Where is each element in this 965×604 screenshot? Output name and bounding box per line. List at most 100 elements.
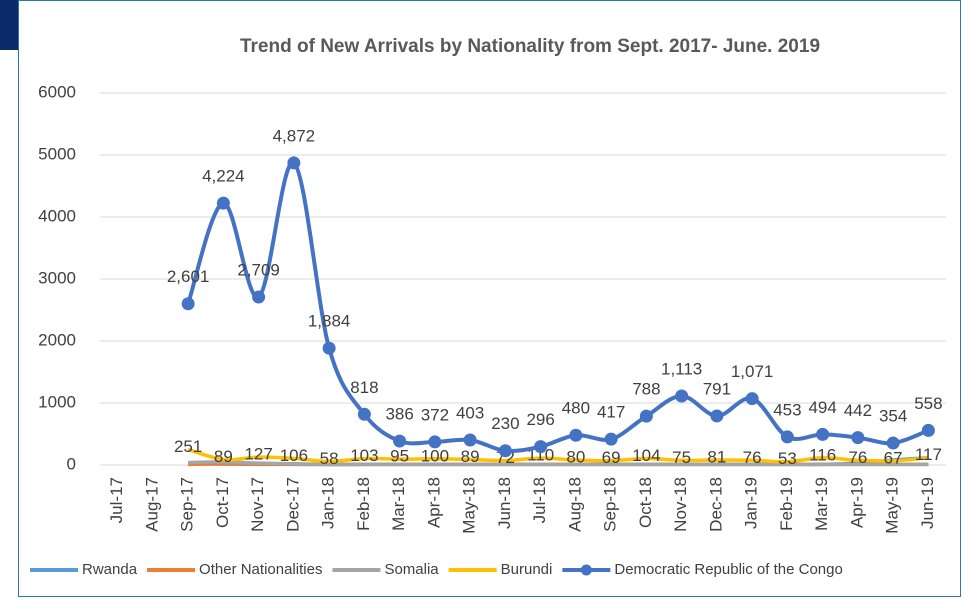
data-label: 386 <box>385 405 413 424</box>
data-label: 494 <box>808 398 836 417</box>
x-tick-label: Dec-18 <box>706 477 725 532</box>
y-tick-label: 5000 <box>38 144 76 163</box>
data-point <box>745 392 759 406</box>
data-label: 80 <box>566 448 585 467</box>
legend-label: Other Nationalities <box>199 561 322 578</box>
data-point <box>710 409 724 423</box>
data-point <box>604 432 618 446</box>
y-tick-label: 4000 <box>38 206 76 225</box>
x-tick-label: Jun-19 <box>918 477 937 529</box>
data-label: 106 <box>280 446 308 465</box>
data-label: 58 <box>320 449 339 468</box>
data-label: 1,113 <box>661 359 702 378</box>
data-label: 1,884 <box>308 312 351 331</box>
legend-label: Burundi <box>501 561 553 578</box>
x-tick-label: May-19 <box>883 477 902 534</box>
data-label: 788 <box>632 380 660 399</box>
data-label: 69 <box>602 448 621 467</box>
x-tick-label: Jul-17 <box>107 477 126 523</box>
data-label: 2,709 <box>237 261 280 280</box>
x-tick-label: Mar-19 <box>812 477 831 531</box>
data-point <box>287 156 301 170</box>
data-label: 4,224 <box>202 167 245 186</box>
x-tick-label: Sep-18 <box>601 477 620 532</box>
data-label: 100 <box>421 446 449 465</box>
x-tick-label: Sep-17 <box>178 477 197 532</box>
legend-marker <box>580 564 592 576</box>
data-label: 417 <box>597 403 625 422</box>
data-point <box>534 440 548 454</box>
series-line <box>188 460 929 467</box>
x-tick-label: May-18 <box>460 477 479 534</box>
series-line <box>187 447 929 464</box>
chart-title: Trend of New Arrivals by Nationality fro… <box>240 36 820 57</box>
data-point <box>216 196 230 210</box>
data-point <box>322 341 336 355</box>
data-label: 1,071 <box>731 362 774 381</box>
data-label: 75 <box>672 448 691 467</box>
x-tick-label: Oct-17 <box>213 477 232 528</box>
x-tick-label: Apr-18 <box>424 477 443 528</box>
legend-label: Somalia <box>384 561 439 578</box>
x-tick-label: Aug-18 <box>565 477 584 532</box>
data-label: 230 <box>491 414 519 433</box>
data-label: 558 <box>914 394 942 413</box>
data-point <box>252 290 266 304</box>
x-tick-label: Aug-17 <box>142 477 161 532</box>
chart-frame <box>18 0 961 597</box>
data-label: 81 <box>707 447 726 466</box>
data-label: 103 <box>350 446 378 465</box>
data-point <box>393 434 407 448</box>
data-point <box>498 444 512 458</box>
data-point <box>816 427 830 441</box>
data-label: 89 <box>461 447 480 466</box>
legend-label: Rwanda <box>82 561 138 578</box>
data-label: 116 <box>809 445 836 464</box>
data-point <box>463 433 477 447</box>
y-tick-label: 6000 <box>38 82 76 101</box>
data-point <box>851 431 865 445</box>
x-tick-label: Jul-18 <box>530 477 549 523</box>
x-tick-label: Feb-19 <box>777 477 796 531</box>
y-tick-label: 2000 <box>38 330 76 349</box>
legend-label: Democratic Republic of the Congo <box>614 561 842 578</box>
data-label: 95 <box>390 447 409 466</box>
x-tick-label: Mar-18 <box>389 477 408 531</box>
y-tick-label: 1000 <box>38 392 76 411</box>
data-label: 4,872 <box>273 126 316 145</box>
data-label: 354 <box>879 407 907 426</box>
data-label: 89 <box>214 447 233 466</box>
data-point <box>780 430 794 444</box>
data-label: 104 <box>632 446 660 465</box>
corner-block <box>0 0 18 50</box>
data-point <box>428 435 442 449</box>
x-tick-label: Jan-19 <box>742 477 761 529</box>
x-tick-label: Jan-18 <box>319 477 338 529</box>
data-label: 791 <box>703 379 731 398</box>
data-point <box>181 297 195 311</box>
legend-item: Burundi <box>448 561 553 578</box>
data-label: 296 <box>526 410 554 429</box>
data-point <box>639 409 653 423</box>
data-label: 53 <box>778 449 797 468</box>
x-tick-label: Oct-18 <box>636 477 655 528</box>
data-label: 453 <box>773 400 801 419</box>
data-label: 251 <box>174 437 202 456</box>
data-label: 110 <box>527 446 554 465</box>
x-tick-label: Dec-17 <box>283 477 302 532</box>
data-point <box>569 428 583 442</box>
x-tick-label: Jun-18 <box>495 477 514 529</box>
y-tick-label: 0 <box>67 454 76 473</box>
x-tick-label: Feb-18 <box>354 477 373 531</box>
data-label: 127 <box>244 445 272 464</box>
legend-item: Democratic Republic of the Congo <box>562 561 843 578</box>
y-tick-label: 3000 <box>38 268 76 287</box>
data-label: 117 <box>915 445 942 464</box>
data-label: 442 <box>844 401 872 420</box>
x-tick-label: Nov-17 <box>248 477 267 532</box>
data-point <box>357 407 371 421</box>
data-point <box>886 436 900 450</box>
data-label: 2,601 <box>167 267 210 286</box>
legend-item: Somalia <box>332 561 439 578</box>
